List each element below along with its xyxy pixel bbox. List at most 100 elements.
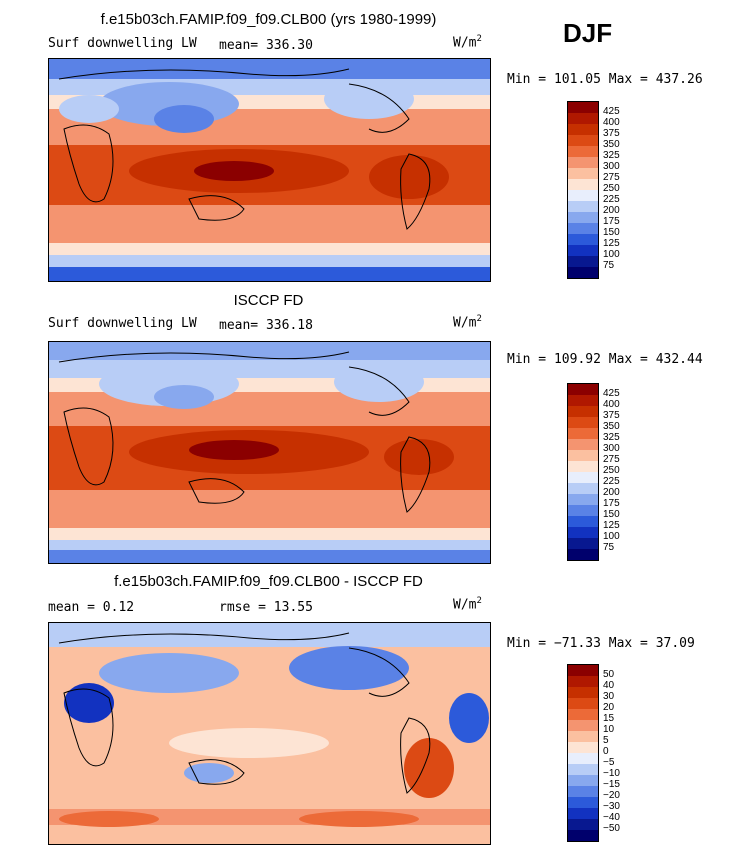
colorbar-tick-label: 400 — [603, 399, 620, 410]
panel3-units: W/m2 — [453, 596, 482, 613]
colorbar-tick-label: 200 — [603, 487, 620, 498]
panel1-map — [48, 58, 491, 282]
colorbar-tick-label: 275 — [603, 454, 620, 465]
panel2-units: W/m2 — [453, 314, 482, 331]
panel3-rmse: rmse = 13.55 — [219, 600, 313, 615]
panel3-title: f.e15b03ch.FAMIP.f09_f09.CLB00 - ISCCP F… — [114, 573, 423, 590]
colorbar-tick-label: 425 — [603, 106, 620, 117]
colorbar-tick-label: 200 — [603, 205, 620, 216]
colorbar-tick-label: 125 — [603, 238, 620, 249]
panel2-mean: mean= 336.18 — [219, 318, 313, 333]
colorbar-swatch — [568, 830, 598, 841]
colorbar-tick-label: 250 — [603, 465, 620, 476]
panel2-minmax: Min = 109.92 Max = 432.44 — [507, 352, 703, 367]
colorbar-tick-label: 5 — [603, 735, 609, 746]
colorbar-swatch — [568, 417, 598, 428]
colorbar-swatch — [568, 113, 598, 124]
colorbar-swatch — [568, 698, 598, 709]
colorbar-swatch — [568, 527, 598, 538]
colorbar-swatch — [568, 190, 598, 201]
colorbar-swatch — [568, 212, 598, 223]
colorbar-tick-label: 350 — [603, 139, 620, 150]
colorbar-tick-label: 40 — [603, 680, 615, 691]
colorbar-tick-label: −10 — [603, 768, 620, 779]
colorbar-tick-label: 350 — [603, 421, 620, 432]
colorbar-swatch — [568, 505, 598, 516]
colorbar-tick-label: 175 — [603, 216, 620, 227]
colorbar-tick-label: 250 — [603, 183, 620, 194]
colorbar-swatch — [568, 731, 598, 742]
colorbar-tick-label: 375 — [603, 128, 620, 139]
colorbar-swatch — [568, 395, 598, 406]
colorbar-tick-label: 300 — [603, 161, 620, 172]
colorbar-tick-label: 20 — [603, 702, 615, 713]
panel1-colorbar — [567, 101, 599, 279]
colorbar-tick-label: 75 — [603, 260, 615, 271]
colorbar-swatch — [568, 461, 598, 472]
colorbar-tick-label: 225 — [603, 476, 620, 487]
colorbar-swatch — [568, 786, 598, 797]
colorbar-swatch — [568, 102, 598, 113]
colorbar-tick-label: −15 — [603, 779, 620, 790]
colorbar-tick-label: 425 — [603, 388, 620, 399]
colorbar-swatch — [568, 146, 598, 157]
colorbar-swatch — [568, 223, 598, 234]
colorbar-tick-label: 150 — [603, 227, 620, 238]
colorbar-swatch — [568, 201, 598, 212]
panel3-mean: mean = 0.12 — [48, 600, 135, 615]
panel2-field-label: Surf downwelling LW — [48, 316, 197, 331]
colorbar-swatch — [568, 676, 598, 687]
colorbar-tick-label: 175 — [603, 498, 620, 509]
colorbar-swatch — [568, 384, 598, 395]
colorbar-swatch — [568, 428, 598, 439]
colorbar-tick-label: −50 — [603, 823, 620, 834]
colorbar-tick-label: 150 — [603, 509, 620, 520]
panel2-map — [48, 341, 491, 564]
colorbar-swatch — [568, 538, 598, 549]
colorbar-swatch — [568, 483, 598, 494]
panel3-map — [48, 622, 491, 845]
colorbar-tick-label: −20 — [603, 790, 620, 801]
colorbar-swatch — [568, 516, 598, 527]
colorbar-swatch — [568, 687, 598, 698]
colorbar-tick-label: 375 — [603, 410, 620, 421]
colorbar-tick-label: 300 — [603, 443, 620, 454]
colorbar-tick-label: −40 — [603, 812, 620, 823]
colorbar-tick-label: 10 — [603, 724, 615, 735]
colorbar-swatch — [568, 450, 598, 461]
colorbar-tick-label: 100 — [603, 531, 620, 542]
colorbar-swatch — [568, 406, 598, 417]
colorbar-swatch — [568, 179, 598, 190]
colorbar-swatch — [568, 808, 598, 819]
colorbar-swatch — [568, 797, 598, 808]
panel1-units: W/m2 — [453, 34, 482, 51]
panel1-title: f.e15b03ch.FAMIP.f09_f09.CLB00 (yrs 1980… — [100, 11, 437, 28]
colorbar-swatch — [568, 764, 598, 775]
colorbar-swatch — [568, 168, 598, 179]
colorbar-swatch — [568, 234, 598, 245]
colorbar-swatch — [568, 135, 598, 146]
colorbar-tick-label: 400 — [603, 117, 620, 128]
colorbar-swatch — [568, 157, 598, 168]
panel2-title: ISCCP FD — [233, 292, 304, 309]
colorbar-swatch — [568, 439, 598, 450]
colorbar-tick-label: 100 — [603, 249, 620, 260]
colorbar-swatch — [568, 742, 598, 753]
colorbar-swatch — [568, 665, 598, 676]
colorbar-tick-label: −5 — [603, 757, 615, 768]
panel3-minmax: Min = −71.33 Max = 37.09 — [507, 636, 695, 651]
colorbar-tick-label: 50 — [603, 669, 615, 680]
panel2-colorbar — [567, 383, 599, 561]
colorbar-swatch — [568, 472, 598, 483]
panel1-mean: mean= 336.30 — [219, 38, 313, 53]
colorbar-tick-label: 125 — [603, 520, 620, 531]
colorbar-swatch — [568, 494, 598, 505]
panel1-minmax: Min = 101.05 Max = 437.26 — [507, 72, 703, 87]
colorbar-swatch — [568, 819, 598, 830]
colorbar-tick-label: 275 — [603, 172, 620, 183]
colorbar-swatch — [568, 775, 598, 786]
colorbar-swatch — [568, 709, 598, 720]
panel1-field-label: Surf downwelling LW — [48, 36, 197, 51]
colorbar-swatch — [568, 549, 598, 560]
colorbar-tick-label: 75 — [603, 542, 615, 553]
